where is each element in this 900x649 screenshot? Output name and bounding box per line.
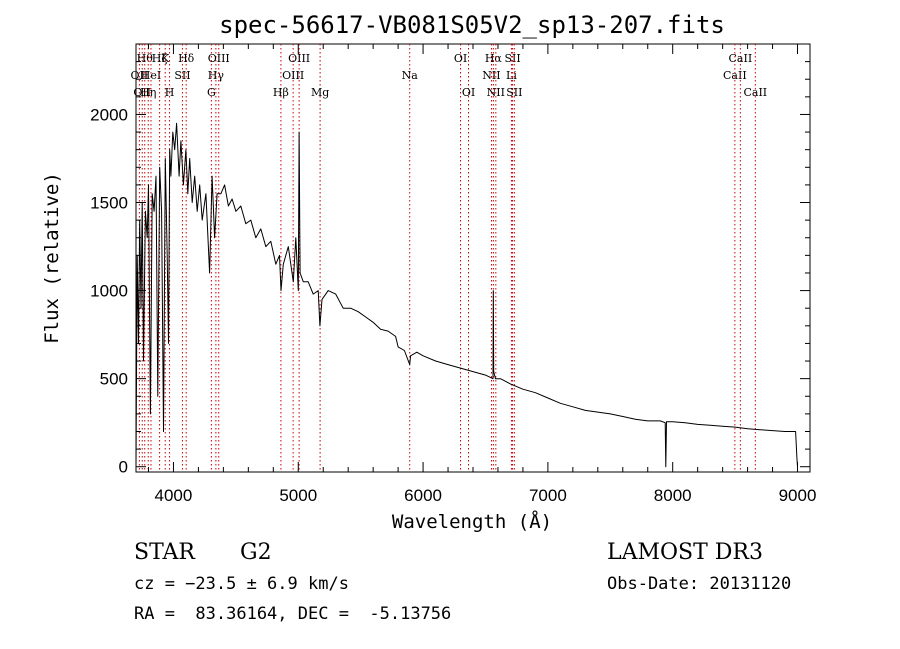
line-label-4: HeI [141,69,161,82]
y-axis-label: Flux (relative) [41,172,63,344]
line-label-8: SII [174,69,190,82]
line-label-6: K [161,52,170,65]
line-label-7: H [165,86,175,99]
y-axis-ticks: 0 500 1000 1500 2000 [90,43,810,477]
line-label-19: OI [462,86,475,99]
line-label-11: Hγ [208,69,225,82]
line-label-14: OIII [282,69,304,82]
y-tick-label: 1500 [90,194,128,213]
line-label-20: NII [482,69,500,82]
x-tick-label: 5000 [279,486,317,505]
line-label-18: OI [454,52,467,65]
line-label-12: OIII [208,52,230,65]
line-label-2: Hθ [137,52,154,65]
x-tick-label: 9000 [779,486,817,505]
spectrum-line [135,122,798,468]
spectral-line-markers: OII OII Hθ Hη HeI HζK H SII Hδ G Hγ OIII Hβ OIII OIII M… [131,44,767,472]
object-type: STAR [134,540,196,565]
line-label-21: Hα [485,52,503,65]
x-tick-label: 6000 [404,486,442,505]
y-tick-label: 1000 [90,282,128,301]
line-label-1: OII [133,86,151,99]
obs-date: Obs-Date: 20131120 [607,574,791,594]
x-axis-ticks: 4000 5000 6000 7000 8000 9000 [147,44,817,505]
line-label-27: CaII [729,52,753,65]
line-label-17: Na [402,69,419,82]
plot-frame [135,43,811,473]
coordinates: RA = 83.36164, DEC = -5.13756 [134,604,451,624]
line-label-26: CaII [723,69,747,82]
line-label-10: G [207,86,216,99]
y-tick-label: 500 [100,370,128,389]
line-label-22: NII [487,86,505,99]
line-label-13: Hβ [273,86,289,99]
object-subclass: G2 [240,540,272,565]
x-tick-label: 4000 [155,486,193,505]
line-label-16: Mg [311,86,329,99]
line-label-24: SII [504,52,520,65]
x-axis-label: Wavelength (Å) [392,510,552,533]
line-label-5: Hζ [152,52,168,65]
x-tick-label: 7000 [529,486,567,505]
line-label-28: CaII [743,86,767,99]
redshift-cz: cz = −23.5 ± 6.9 km/s [134,574,349,594]
line-label-9: Hδ [178,52,195,65]
line-label-3: Hη [140,86,156,99]
line-label-25: SII [506,86,522,99]
line-label-23: Li [506,69,517,82]
chart-title: spec-56617-VB081S05V2_sp13-207.fits [219,11,725,39]
y-tick-label: 0 [119,458,128,477]
line-label-15: OIII [288,52,310,65]
survey-label: LAMOST DR3 [607,540,763,565]
x-tick-label: 8000 [654,486,692,505]
spectrum-layer [135,122,798,468]
line-label-0: OII [131,69,149,82]
y-tick-label: 2000 [90,105,128,124]
